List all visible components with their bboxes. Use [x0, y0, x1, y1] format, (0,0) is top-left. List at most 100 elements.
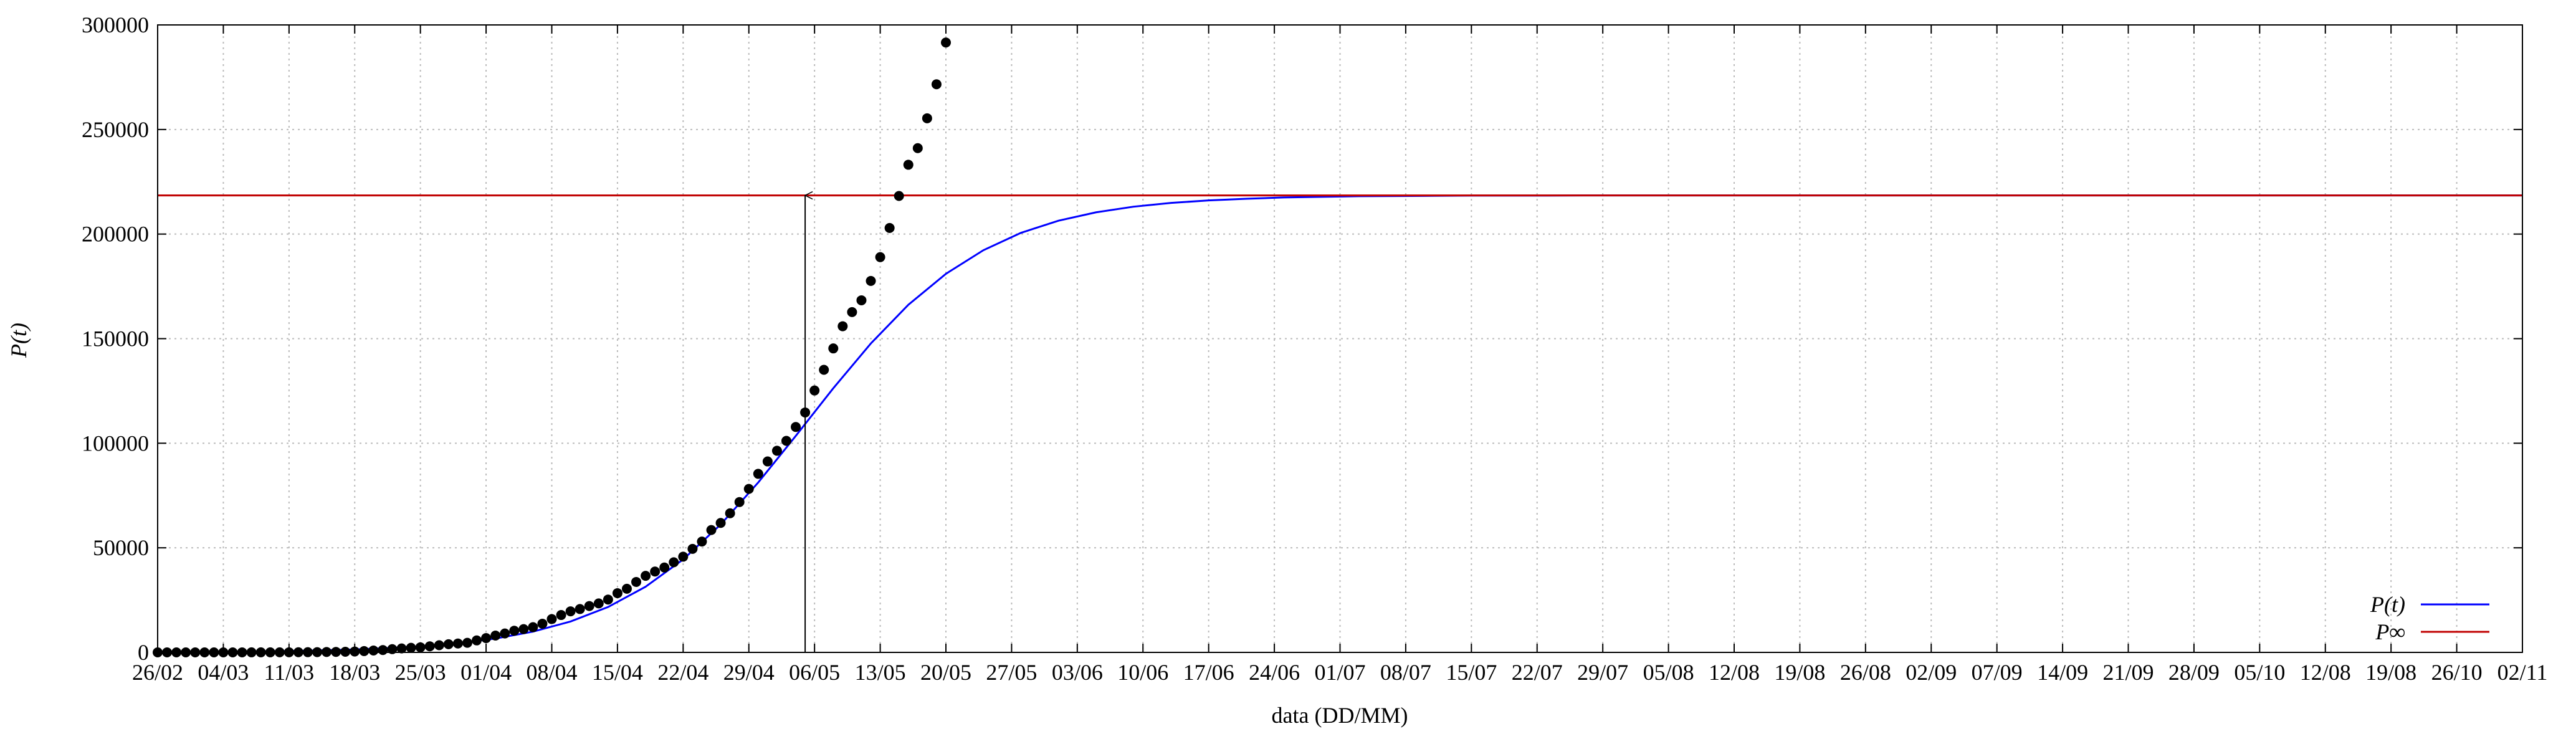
x-tick-label: 05/10: [2234, 660, 2285, 685]
data-point: [856, 295, 867, 305]
data-point: [396, 643, 407, 654]
data-point: [490, 630, 501, 641]
data-point: [500, 628, 510, 639]
data-point: [387, 644, 398, 654]
data-point: [593, 598, 604, 609]
x-tick-label: 01/04: [460, 660, 512, 685]
x-tick-label: 12/08: [1709, 660, 1760, 685]
y-tick-label: 0: [138, 640, 149, 665]
x-tick-label: 26/08: [1840, 660, 1891, 685]
x-tick-label: 20/05: [920, 660, 971, 685]
data-point: [837, 321, 848, 331]
x-tick-label: 22/07: [1512, 660, 1563, 685]
data-point: [725, 508, 735, 518]
y-tick-label: 250000: [82, 117, 149, 142]
data-point: [771, 446, 782, 456]
x-axis-label: data (DD/MM): [1272, 703, 1408, 728]
data-point: [931, 79, 942, 90]
data-point: [565, 606, 576, 617]
x-tick-label: 02/09: [1906, 660, 1957, 685]
data-point: [462, 637, 472, 648]
data-point: [819, 365, 829, 375]
plot-data: [153, 37, 2522, 657]
data-point: [631, 576, 642, 587]
x-tick-label: 11/03: [264, 660, 314, 685]
y-tick-label: 200000: [82, 222, 149, 247]
data-point: [378, 645, 388, 656]
x-tick-label: 10/06: [1117, 660, 1168, 685]
data-point: [481, 633, 492, 644]
x-tick-label: 12/08: [2300, 660, 2351, 685]
data-point: [509, 626, 520, 636]
x-tick-label: 08/04: [526, 660, 577, 685]
data-point: [612, 588, 623, 598]
data-point: [912, 143, 923, 153]
data-point: [941, 37, 951, 48]
x-tick-label: 02/11: [2497, 660, 2548, 685]
x-tick-label: 29/07: [1577, 660, 1628, 685]
labels: data (DD/MM) P(t) 0 50000 100000 150000 2000…: [6, 12, 2547, 728]
data-point: [791, 422, 801, 432]
data-point: [575, 604, 585, 614]
data-point: [697, 536, 707, 547]
plot-frame: [157, 24, 2523, 653]
data-point: [603, 594, 613, 605]
data-point: [359, 646, 370, 656]
x-tick-label: 08/07: [1380, 660, 1431, 685]
data-point: [781, 436, 791, 446]
data-point: [350, 646, 360, 657]
data-point: [875, 252, 885, 262]
data-point: [518, 624, 529, 634]
x-tick-label: 26/02: [132, 660, 183, 685]
x-tick-label: 17/06: [1183, 660, 1234, 685]
data-point: [669, 557, 679, 568]
data-point: [678, 551, 689, 562]
data-point: [715, 518, 726, 528]
x-tick-label: 27/05: [986, 660, 1037, 685]
x-tick-label: 05/08: [1643, 660, 1694, 685]
data-point: [809, 385, 820, 396]
data-point: [621, 583, 632, 594]
y-tick-label: 150000: [82, 327, 149, 351]
y-tick-label: 300000: [82, 12, 149, 37]
x-tick-label: 29/04: [723, 660, 775, 685]
y-axis-label: P(t): [6, 323, 31, 358]
data-point: [659, 562, 670, 573]
x-tick-label: 15/07: [1446, 660, 1497, 685]
data-point: [528, 622, 538, 632]
x-tick-label: 18/03: [329, 660, 380, 685]
data-point: [584, 601, 594, 611]
data-point: [424, 641, 435, 652]
data-point: [847, 307, 857, 317]
data-point: [406, 642, 416, 653]
x-tick-label: 24/06: [1249, 660, 1300, 685]
x-tick-label: 19/08: [1774, 660, 1825, 685]
x-tick-label: 25/03: [395, 660, 446, 685]
data-point: [743, 484, 754, 494]
grid: [157, 24, 2523, 653]
data-point: [903, 160, 914, 170]
x-tick-label: 26/10: [2431, 660, 2483, 685]
legend-label: P∞: [2375, 619, 2405, 644]
data-point: [800, 407, 811, 417]
data-point: [537, 618, 548, 629]
x-tick-label: 15/04: [592, 660, 643, 685]
data-point: [650, 566, 661, 577]
data-point: [922, 113, 932, 123]
data-point: [368, 645, 379, 656]
y-tick-label: 50000: [93, 535, 149, 560]
x-tick-label: 28/09: [2168, 660, 2220, 685]
x-tick-label: 21/09: [2102, 660, 2154, 685]
data-point: [884, 222, 895, 233]
data-point: [641, 571, 651, 581]
data-point: [734, 497, 745, 507]
data-point: [894, 191, 904, 201]
data-point: [706, 525, 717, 535]
data-point: [556, 610, 566, 621]
x-tick-label: 06/05: [789, 660, 840, 685]
x-tick-label: 04/03: [198, 660, 249, 685]
data-point: [546, 614, 557, 624]
x-tick-label: 19/08: [2365, 660, 2416, 685]
data-point: [452, 638, 463, 649]
